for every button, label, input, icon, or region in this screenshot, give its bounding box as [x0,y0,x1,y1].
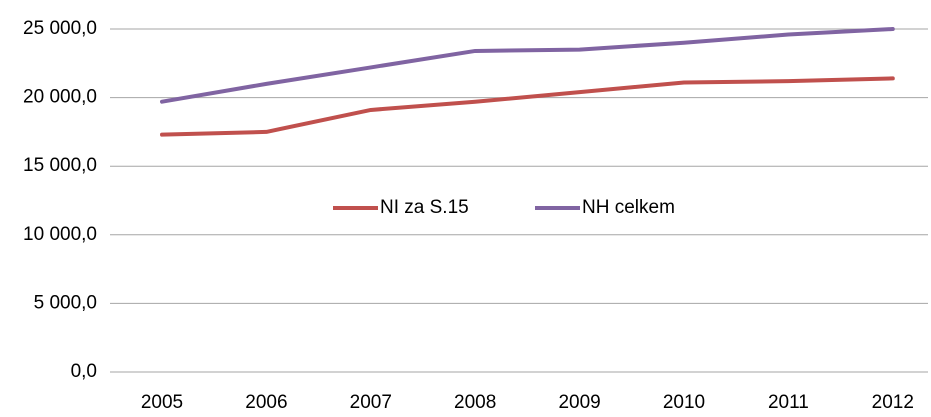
x-tick-label: 2007 [350,392,392,413]
x-tick-label: 2012 [872,392,914,413]
y-tick-label: 5 000,0 [34,292,97,313]
legend-label: NI za S.15 [380,197,469,218]
series-line [160,27,895,104]
y-tick-label: 25 000,0 [23,18,97,39]
x-tick-label: 2011 [768,392,809,413]
y-tick-label: 15 000,0 [23,155,97,176]
x-tick-label: 2005 [141,392,183,413]
series-line [160,76,895,137]
x-tick-label: 2009 [558,392,600,413]
y-tick-label: 20 000,0 [23,87,97,108]
x-tick-label: 2008 [454,392,496,413]
y-tick-label: 0,0 [71,361,97,382]
x-tick-label: 2006 [245,392,287,413]
legend-label: NH celkem [582,197,675,218]
x-tick-label: 2010 [663,392,705,413]
y-tick-label: 10 000,0 [23,224,97,245]
